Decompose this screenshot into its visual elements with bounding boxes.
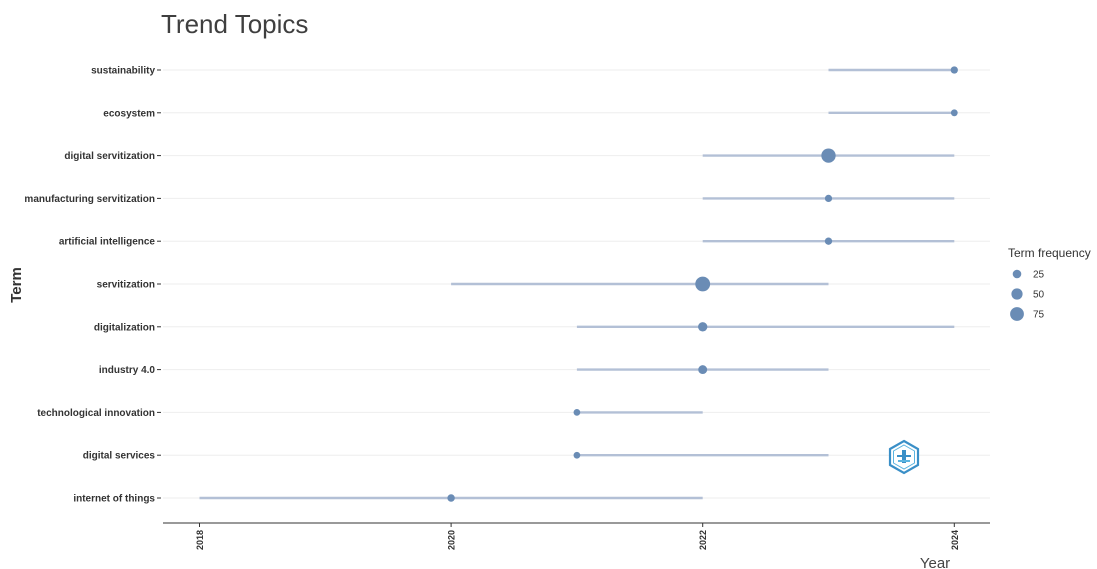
legend-items: 25 50 75 — [1010, 269, 1045, 321]
y-tick-label-technological-innovation: technological innovation — [37, 408, 155, 419]
legend-symbol-75 — [1010, 307, 1024, 321]
y-tick-label-artificial-intelligence: artificial intelligence — [59, 237, 156, 248]
y-tick-label-ecosystem: ecosystem — [103, 108, 155, 119]
y-tick-label-digitalization: digitalization — [94, 322, 155, 333]
x-tick-label-2024: 2024 — [950, 530, 960, 550]
y-tick-label-internet-of-things: internet of things — [73, 494, 155, 505]
legend-symbol-50 — [1011, 288, 1023, 300]
legend-label-50: 50 — [1033, 290, 1045, 301]
point-digital-services — [573, 451, 581, 459]
x-axis-ticks: 2018 2020 2022 2024 — [195, 523, 960, 550]
legend: Term frequency 25 50 75 — [1008, 246, 1091, 321]
point-internet-of-things — [447, 494, 455, 502]
x-tick-label-2018: 2018 — [195, 530, 205, 550]
point-servitization — [695, 276, 711, 292]
point-technological-innovation — [573, 409, 581, 416]
legend-label-75: 75 — [1033, 310, 1045, 321]
x-axis-title: Year — [920, 555, 950, 569]
point-digitalization — [698, 322, 708, 332]
y-tick-label-industry-4-0: industry 4.0 — [99, 365, 156, 376]
term-points — [447, 66, 958, 502]
point-artificial-intelligence — [824, 237, 833, 245]
bibliometrix-logo — [888, 439, 920, 475]
y-tick-label-manufacturing-servitization: manufacturing servitization — [24, 194, 155, 205]
legend-symbol-25 — [1012, 269, 1022, 279]
chart-title: Trend Topics — [161, 9, 308, 39]
legend-label-25: 25 — [1033, 270, 1045, 281]
point-ecosystem — [950, 109, 958, 117]
x-tick-label-2022: 2022 — [698, 530, 708, 550]
y-tick-label-servitization: servitization — [97, 280, 155, 291]
y-axis-title: Term — [8, 267, 25, 303]
point-manufacturing-servitization — [824, 194, 833, 203]
point-digital-servitization — [821, 148, 836, 163]
y-tick-label-digital-servitization: digital servitization — [64, 151, 155, 162]
x-tick-label-2020: 2020 — [447, 530, 457, 550]
legend-title: Term frequency — [1008, 246, 1091, 260]
point-sustainability — [950, 66, 958, 74]
point-industry-4-0 — [698, 365, 708, 375]
y-tick-label-digital-services: digital services — [83, 451, 156, 462]
y-axis-ticks: sustainability ecosystem digital servitiza… — [24, 66, 161, 505]
y-tick-label-sustainability: sustainability — [91, 66, 155, 77]
